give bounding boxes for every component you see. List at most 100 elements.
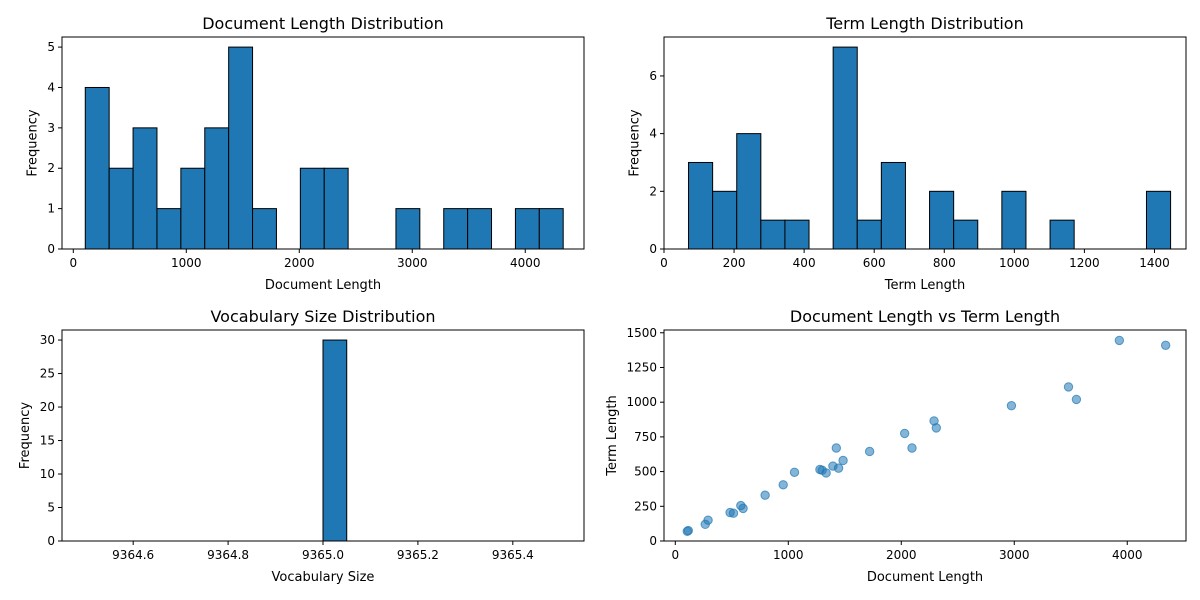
x-tick-label: 9364.8 xyxy=(207,548,249,562)
x-tick-label: 9365.0 xyxy=(302,548,344,562)
y-tick-label: 1000 xyxy=(626,395,657,409)
scatter-point xyxy=(833,463,844,473)
scatter-point xyxy=(728,508,739,518)
scatter-point xyxy=(1071,394,1082,405)
x-tick-label: 9364.6 xyxy=(112,548,154,562)
chart-title: Term Length Distribution xyxy=(825,14,1023,33)
x-tick-label: 800 xyxy=(933,256,956,270)
x-tick-label: 400 xyxy=(793,256,816,270)
y-tick-label: 3 xyxy=(47,121,55,135)
chart-panel-1: 0 1000 2000 3000 4000 0 1 2 3 4 5 Document Length D… xyxy=(26,14,585,293)
plot-frame xyxy=(663,36,1187,250)
histogram-bar xyxy=(443,208,469,250)
scatter-point xyxy=(760,490,770,500)
histogram-bar xyxy=(323,167,349,250)
x-tick-label: 1400 xyxy=(1139,256,1170,270)
histogram-bar xyxy=(1145,190,1172,250)
x-tick-label: 9365.4 xyxy=(492,548,534,562)
scatter-point xyxy=(703,515,713,525)
y-tick-label: 0 xyxy=(649,534,657,548)
histogram-bar xyxy=(832,46,858,250)
x-tick-label: 600 xyxy=(863,256,886,270)
histogram-bar xyxy=(180,167,206,250)
histogram-bar xyxy=(514,208,540,250)
chart-title: Vocabulary Size Distribution xyxy=(210,307,435,326)
y-tick-label: 4 xyxy=(47,80,55,94)
y-tick-label: 25 xyxy=(40,367,55,381)
x-tick-label: 4000 xyxy=(510,256,541,270)
y-tick-label: 15 xyxy=(40,434,55,448)
scatter-point xyxy=(738,503,748,514)
scatter-point xyxy=(778,480,788,490)
histogram-bar xyxy=(856,219,882,250)
scatter-point xyxy=(899,428,910,439)
scatter-point xyxy=(838,455,848,466)
histogram-bar xyxy=(108,167,134,250)
y-tick-label: 2 xyxy=(47,161,55,175)
y-tick-label: 250 xyxy=(634,499,657,513)
scatter-point xyxy=(1114,335,1125,346)
y-tick-label: 750 xyxy=(634,430,657,444)
scatter-point xyxy=(864,446,875,457)
histogram-bar xyxy=(1001,190,1027,250)
histogram-bar xyxy=(538,208,564,250)
histogram-bar xyxy=(204,127,230,250)
histogram-bar xyxy=(784,219,810,250)
y-axis-label: Frequency xyxy=(26,109,41,176)
histogram-bar xyxy=(84,86,110,250)
histogram-bar xyxy=(736,133,762,250)
chart-panel-4: 0 1000 2000 3000 4000 0 250 500 750 1000 1250 1500 D… xyxy=(605,307,1187,585)
y-tick-label: 5 xyxy=(47,40,55,54)
y-tick-label: 10 xyxy=(40,467,55,481)
x-tick-label: 200 xyxy=(723,256,746,270)
y-tick-label: 0 xyxy=(47,534,55,548)
x-tick-label: 1000 xyxy=(999,256,1030,270)
x-tick-label: 2000 xyxy=(886,548,917,562)
scatter-point xyxy=(907,443,917,453)
x-axis-label: Document Length xyxy=(867,570,983,585)
scatter-point xyxy=(1006,400,1017,411)
y-axis-label: Frequency xyxy=(628,109,643,176)
x-tick-label: 1000 xyxy=(773,548,804,562)
histogram-bar xyxy=(252,208,277,250)
y-tick-label: 0 xyxy=(649,242,657,256)
x-axis-label: Vocabulary Size xyxy=(272,570,375,585)
histogram-bar xyxy=(228,46,254,250)
histogram-bar xyxy=(880,161,906,250)
y-tick-label: 4 xyxy=(649,127,657,141)
histogram-bar xyxy=(712,190,738,250)
y-tick-label: 500 xyxy=(634,465,657,479)
chart-title: Document Length Distribution xyxy=(202,14,444,33)
x-tick-label: 0 xyxy=(671,548,679,562)
histogram-bar xyxy=(467,208,493,250)
histogram-bar xyxy=(760,219,786,250)
scatter-point xyxy=(931,423,941,433)
x-tick-label: 0 xyxy=(660,256,668,270)
y-tick-label: 5 xyxy=(47,501,55,515)
x-tick-label: 1000 xyxy=(171,256,202,270)
chart-panel-3: 9364.6 9364.8 9365.0 9365.2 9365.4 0 5 10 15 20 25… xyxy=(18,307,585,585)
histogram-bar xyxy=(929,190,955,250)
x-tick-label: 4000 xyxy=(1112,548,1143,562)
histogram-bar xyxy=(953,219,979,250)
scatter-point xyxy=(1063,382,1074,392)
y-axis-label: Frequency xyxy=(18,402,33,469)
y-tick-label: 1250 xyxy=(626,360,657,374)
y-tick-label: 20 xyxy=(40,400,55,414)
chart-panel-2: 0 200 400 600 800 1000 1200 1400 0 2 4 6 Term Length… xyxy=(628,14,1187,293)
y-tick-label: 1500 xyxy=(626,326,657,340)
histogram-bar xyxy=(132,127,158,250)
x-tick-label: 1200 xyxy=(1069,256,1100,270)
histogram-bar xyxy=(322,339,348,542)
chart-title: Document Length vs Term Length xyxy=(790,307,1060,326)
scatter-point xyxy=(1160,340,1171,350)
histogram-bar xyxy=(1049,219,1075,250)
scatter-point xyxy=(683,525,693,536)
x-axis-label: Term Length xyxy=(884,278,965,293)
y-axis-label: Term Length xyxy=(605,395,620,476)
histogram-bar xyxy=(395,208,421,250)
histogram-bar xyxy=(688,161,714,250)
y-tick-label: 2 xyxy=(649,184,657,198)
histogram-bar xyxy=(299,167,325,250)
